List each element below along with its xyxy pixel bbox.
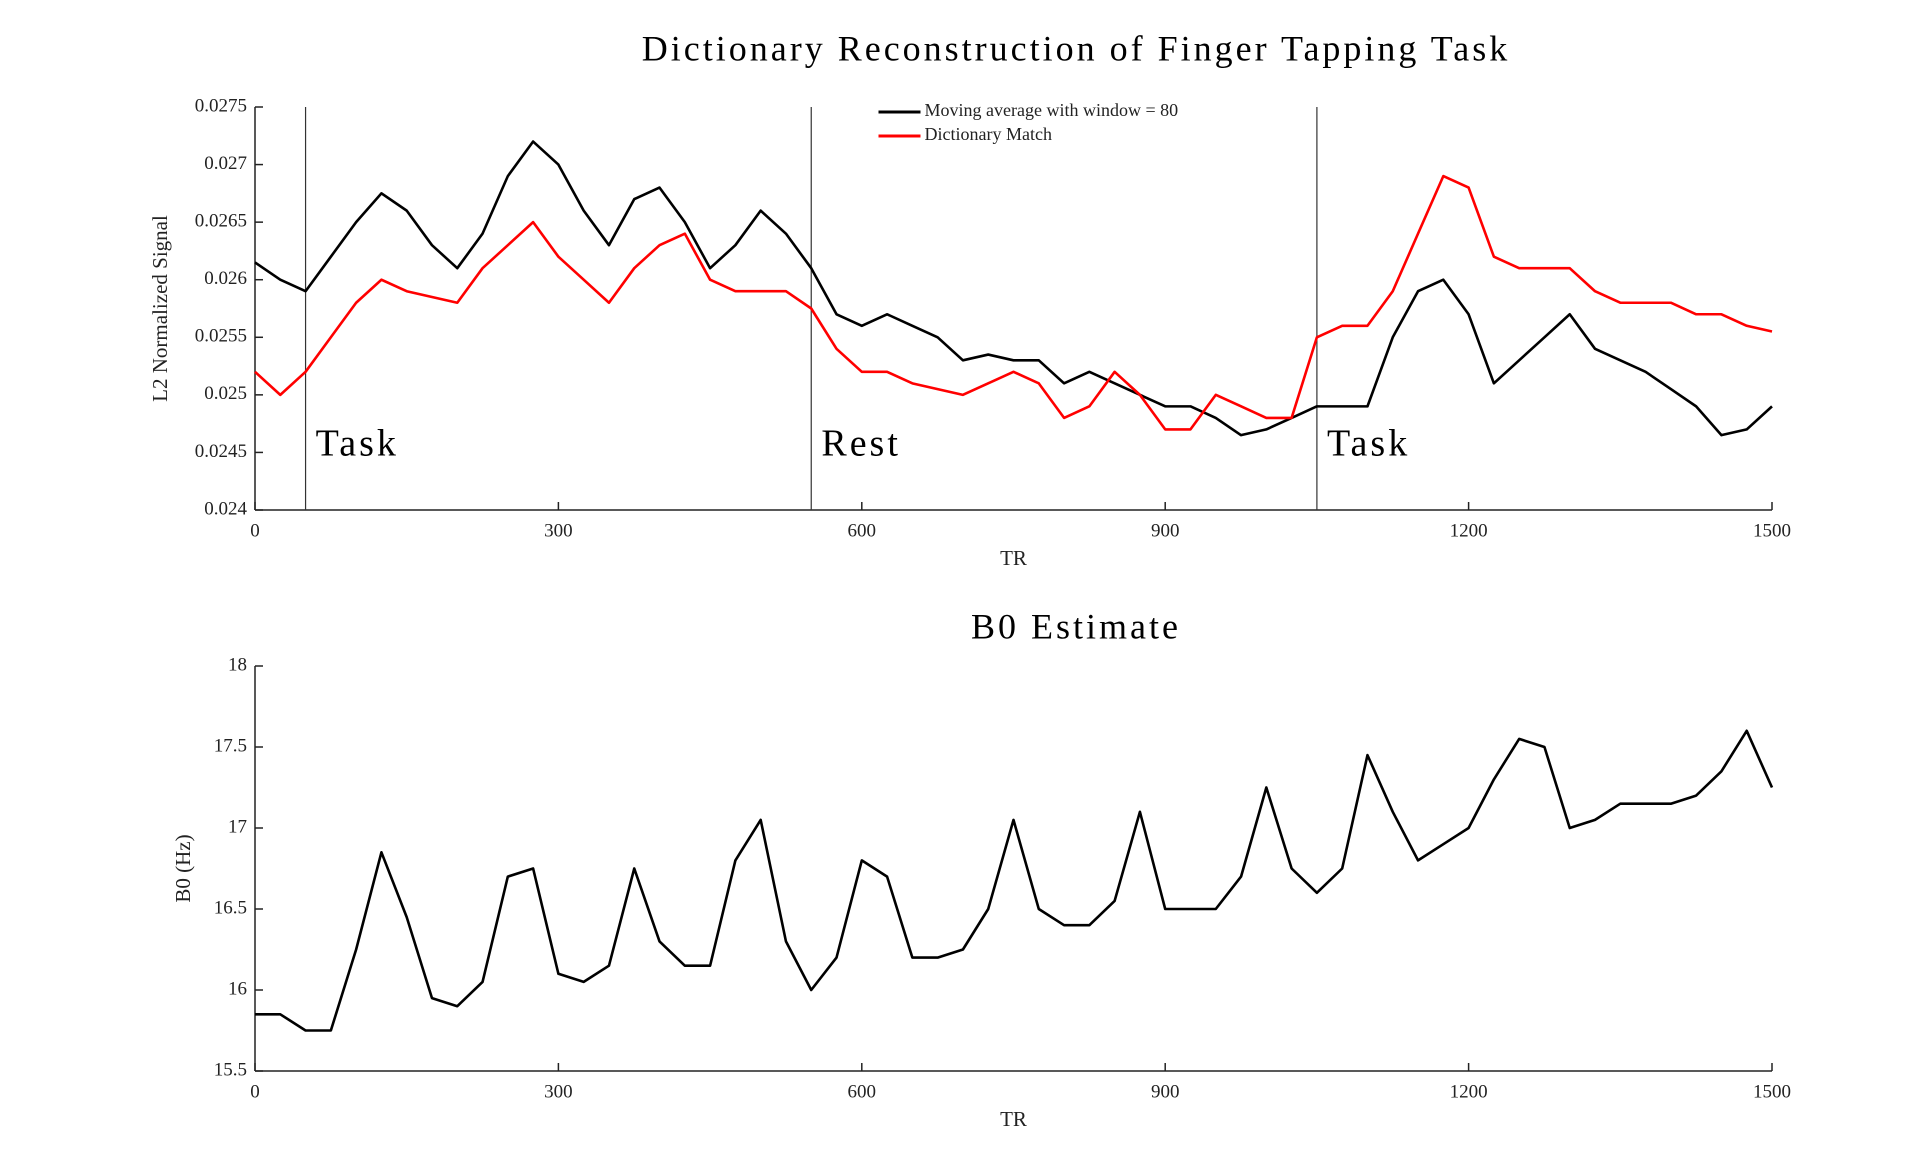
y-tick-label: 0.027: [204, 153, 247, 174]
y-tick-label: 0.0255: [195, 326, 247, 347]
data-line: [255, 729, 1774, 1032]
y-tick-label: 18: [228, 654, 247, 675]
y-axis-label: L2 Normalized Signal: [148, 215, 172, 402]
legend-label: Moving average with window = 80: [925, 100, 1179, 120]
y-tick-label: 0.025: [204, 383, 247, 404]
x-axis-label: TR: [1000, 1107, 1027, 1131]
y-tick-label: 17: [228, 816, 247, 837]
x-tick-label: 900: [1151, 1081, 1180, 1102]
chart-title: Dictionary Reconstruction of Finger Tapp…: [642, 28, 1511, 68]
x-tick-label: 600: [848, 1081, 877, 1102]
y-tick-label: 16: [228, 978, 247, 999]
x-tick-label: 0: [250, 520, 260, 541]
x-tick-label: 300: [544, 520, 573, 541]
y-tick-label: 15.5: [214, 1059, 247, 1080]
data-line: [254, 140, 1773, 437]
chart-title: B0 Estimate: [971, 606, 1181, 646]
y-tick-label: 16.5: [214, 897, 247, 918]
x-tick-label: 0: [250, 1081, 260, 1102]
x-tick-label: 1200: [1450, 1081, 1488, 1102]
y-tick-label: 0.0275: [195, 95, 247, 116]
phase-label: Task: [316, 422, 399, 464]
y-tick-label: 0.0265: [195, 211, 247, 232]
x-axis-label: TR: [1000, 546, 1027, 570]
legend-label: Dictionary Match: [925, 124, 1052, 144]
y-tick-label: 0.026: [204, 268, 247, 289]
y-tick-label: 0.024: [204, 498, 247, 519]
data-line: [254, 174, 1773, 431]
phase-label: Rest: [821, 422, 901, 464]
y-tick-label: 17.5: [214, 735, 247, 756]
y-tick-label: 0.0245: [195, 441, 247, 462]
x-tick-label: 1500: [1753, 520, 1791, 541]
x-tick-label: 1200: [1450, 520, 1488, 541]
x-tick-label: 600: [848, 520, 877, 541]
x-tick-label: 900: [1151, 520, 1180, 541]
x-tick-label: 1500: [1753, 1081, 1791, 1102]
y-axis-label: B0 (Hz): [171, 834, 195, 902]
x-tick-label: 300: [544, 1081, 573, 1102]
phase-label: Task: [1327, 422, 1410, 464]
